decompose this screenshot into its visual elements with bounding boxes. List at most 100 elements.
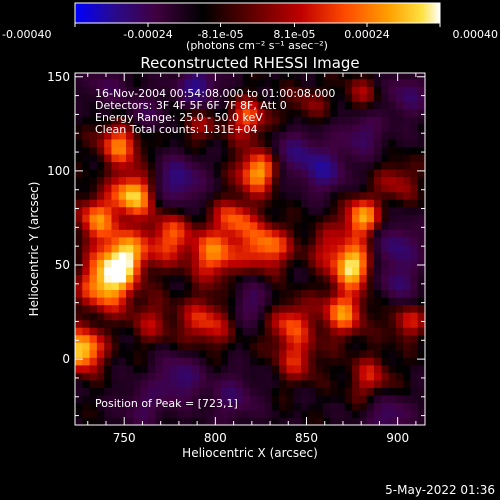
heatmap-cell <box>82 138 91 148</box>
heatmap-cell <box>330 312 339 321</box>
heatmap-cell <box>373 379 382 388</box>
heatmap-cell <box>111 184 120 193</box>
heatmap-cell <box>286 281 295 291</box>
heatmap-cell <box>279 409 288 419</box>
heatmap-cell <box>75 297 83 306</box>
heatmap-cell <box>140 379 149 388</box>
heatmap-cell <box>330 108 339 117</box>
heatmap-cell <box>96 342 105 351</box>
heatmap-cell <box>169 199 178 208</box>
heatmap-cell <box>286 229 295 238</box>
heatmap-cell <box>242 281 251 291</box>
heatmap-cell <box>228 266 237 276</box>
heatmap-cell <box>140 266 149 276</box>
heatmap-cell <box>220 146 229 155</box>
heatmap-cell <box>395 409 404 419</box>
heatmap-cell <box>388 297 397 306</box>
heatmap-cell <box>198 153 207 163</box>
heatmap-cell <box>403 73 412 80</box>
heatmap-cell <box>169 116 178 125</box>
heatmap-cell <box>381 304 390 313</box>
heatmap-cell <box>75 138 83 148</box>
heatmap-cell <box>75 394 83 404</box>
heatmap-cell <box>381 319 390 328</box>
heatmap-cell <box>184 379 193 388</box>
heatmap-cell <box>322 78 331 87</box>
heatmap-cell <box>322 312 331 321</box>
heatmap-cell <box>286 153 295 163</box>
heatmap-cell <box>228 244 237 253</box>
annotation-line: Energy Range: 25.0 - 50.0 keV <box>95 111 263 124</box>
heatmap-cell <box>257 199 266 208</box>
heatmap-cell <box>359 281 368 291</box>
heatmap-cell <box>410 206 419 215</box>
heatmap-cell <box>264 116 273 125</box>
heatmap-cell <box>257 266 266 276</box>
heatmap-cell <box>293 259 302 268</box>
heatmap-cell <box>198 108 207 117</box>
heatmap-cell <box>191 402 200 411</box>
heatmap-cell <box>96 349 105 358</box>
heatmap-cell <box>257 357 266 366</box>
heatmap-cell <box>388 108 397 117</box>
heatmap-cell <box>271 402 280 411</box>
colorbar-tick-label: 0.00040 <box>453 28 499 41</box>
heatmap-cell <box>301 281 309 291</box>
heatmap-cell <box>322 357 331 366</box>
heatmap-cell <box>75 93 83 102</box>
heatmap-cell <box>206 349 215 358</box>
x-tick-label: 800 <box>204 431 227 445</box>
heatmap-cell <box>111 138 120 148</box>
heatmap-cell <box>330 199 339 208</box>
heatmap-cell <box>89 176 98 185</box>
heatmap-cell <box>155 86 164 95</box>
heatmap-cell <box>162 73 171 80</box>
heatmap-cell <box>169 334 178 343</box>
heatmap-cell <box>147 161 156 170</box>
heatmap-cell <box>235 131 244 140</box>
heatmap-cell <box>155 146 164 155</box>
heatmap-cell <box>373 334 382 343</box>
heatmap-cell <box>162 394 171 404</box>
heatmap-cell <box>322 266 331 276</box>
footer-timestamp: 5-May-2022 01:36 <box>385 483 495 497</box>
heatmap-cell <box>250 101 258 110</box>
heatmap-cell <box>126 342 134 351</box>
heatmap-cell <box>213 123 222 132</box>
heatmap-cell <box>410 108 419 117</box>
heatmap-cell <box>96 161 105 170</box>
heatmap-cell <box>301 372 309 381</box>
heatmap-cell <box>82 199 91 208</box>
heatmap-cell <box>133 108 142 117</box>
heatmap-cell <box>381 78 390 87</box>
heatmap-cell <box>359 161 368 170</box>
heatmap-cell <box>381 274 390 283</box>
heatmap-cell <box>162 349 171 358</box>
heatmap-cell <box>198 259 207 268</box>
heatmap-cell <box>286 402 295 411</box>
heatmap-cell <box>250 131 258 140</box>
heatmap-cell <box>206 73 215 80</box>
heatmap-cell <box>388 161 397 170</box>
heatmap-cell <box>286 312 295 321</box>
heatmap-cell <box>403 259 412 268</box>
heatmap-cell <box>191 304 200 313</box>
heatmap-cell <box>352 214 360 223</box>
heatmap-cell <box>388 417 397 425</box>
heatmap-cell <box>242 402 251 411</box>
heatmap-cell <box>359 123 368 132</box>
heatmap-cell <box>96 206 105 215</box>
heatmap-cell <box>118 251 127 260</box>
heatmap-cell <box>359 73 368 80</box>
heatmap-cell <box>293 108 302 117</box>
heatmap-cell <box>177 146 185 155</box>
heatmap-cell <box>242 297 251 306</box>
heatmap-cell <box>104 86 113 95</box>
heatmap-cell <box>286 357 295 366</box>
heatmap-cell <box>344 342 353 351</box>
heatmap-cell <box>308 244 317 253</box>
heatmap-cell <box>250 123 258 132</box>
heatmap-cell <box>344 304 353 313</box>
heatmap-cell <box>308 236 317 245</box>
heatmap-cell <box>162 357 171 366</box>
